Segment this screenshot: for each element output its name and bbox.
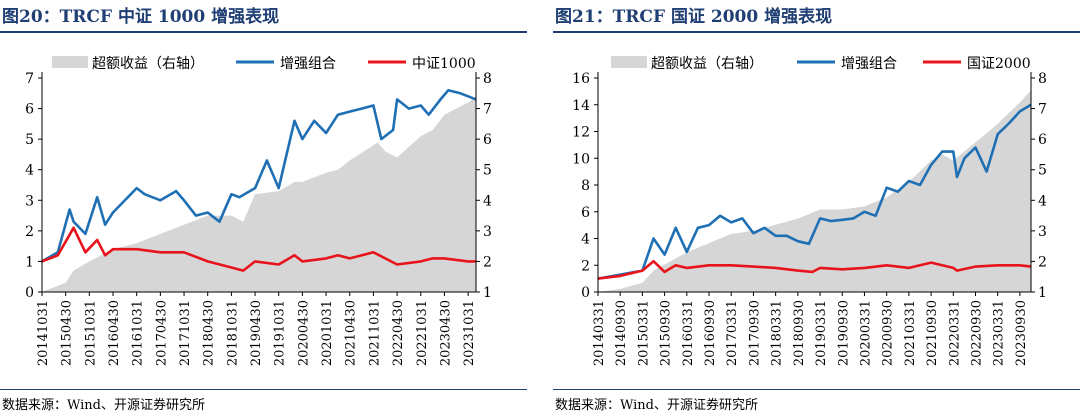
y-left-tick-label: 0 — [581, 285, 590, 301]
y-left-tick-label: 4 — [25, 163, 34, 179]
x-tick-label: 20180430 — [202, 300, 217, 366]
x-tick-label: 20190430 — [249, 300, 264, 366]
x-tick-label: 20140331 — [592, 300, 607, 366]
x-tick-label: 20140930 — [614, 300, 629, 366]
y-left-tick-label: 2 — [581, 258, 590, 274]
y-right-tick-label: 8 — [1038, 71, 1047, 87]
enhanced-portfolio-line — [597, 103, 1032, 280]
y-right-tick-label: 2 — [1038, 254, 1047, 270]
x-tick-label: 20220430 — [391, 300, 406, 366]
x-tick-label: 20221031 — [415, 300, 430, 366]
source-note: 数据来源：Wind、开源证券研究所 — [555, 398, 758, 413]
x-tick-label: 20220930 — [969, 300, 984, 366]
x-tick-label: 20181031 — [225, 300, 240, 366]
title-rule — [553, 31, 1080, 33]
y-left-tick-label: 7 — [25, 71, 34, 87]
x-tick-label: 20200331 — [858, 300, 873, 366]
y-left-tick-label: 2 — [25, 224, 34, 240]
excess-return-area — [598, 90, 1031, 292]
figure-title: 图20：TRCF 中证 1000 增强表现 — [2, 7, 280, 27]
chart-zz1000: 0 1 2 3 4 5 6 7 1 2 3 4 5 6 7 8 20141031 20150430 20151031… — [25, 56, 492, 366]
y-left-tick-label: 8 — [581, 178, 590, 194]
y-right-tick-label: 5 — [1038, 163, 1047, 179]
y-left-tick-label: 4 — [581, 232, 590, 248]
legend-label-red: 国证2000 — [967, 56, 1031, 72]
y-left-tick-label: 10 — [572, 151, 590, 167]
x-tick-label: 20191031 — [273, 300, 288, 366]
x-tick-label: 20161031 — [131, 300, 146, 366]
x-tick-label: 20200930 — [881, 300, 896, 366]
y-left-tick-label: 12 — [572, 125, 590, 141]
y-right-tick-label: 6 — [483, 132, 492, 148]
y-right-tick-label: 8 — [483, 71, 492, 87]
y-left-tick-label: 6 — [25, 102, 34, 118]
x-tick-label: 20150930 — [659, 300, 674, 366]
y-right-tick-label: 2 — [483, 254, 492, 270]
y-right-tick-label: 3 — [1038, 224, 1047, 240]
legend-label-blue: 增强组合 — [280, 56, 336, 72]
y-right-tick-label: 7 — [483, 102, 492, 118]
y-left-tick-label: 14 — [572, 98, 590, 114]
x-tick-label: 20180331 — [770, 300, 785, 366]
source-rule — [0, 389, 527, 390]
y-left-tick-label: 0 — [25, 285, 34, 301]
y-right-tick-label: 7 — [1038, 102, 1047, 118]
legend-swatch-area — [611, 56, 647, 68]
source-rule — [553, 389, 1080, 390]
x-tick-label: 20190331 — [814, 300, 829, 366]
x-tick-label: 20200430 — [296, 300, 311, 366]
x-tick-label: 20190930 — [836, 300, 851, 366]
y-right-tick-label: 4 — [483, 193, 492, 209]
enhanced-portfolio-line — [41, 88, 477, 263]
y-left-tick-label: 1 — [25, 254, 34, 270]
x-tick-label: 20231031 — [462, 300, 477, 366]
x-tick-label: 20170930 — [747, 300, 762, 366]
y-left-tick-label: 3 — [25, 193, 34, 209]
x-tick-label: 20211031 — [367, 300, 382, 366]
legend-swatch-area — [52, 56, 88, 68]
x-tick-label: 20160430 — [107, 300, 122, 366]
x-tick-label: 20151031 — [83, 300, 98, 366]
x-tick-label: 20210331 — [903, 300, 918, 366]
y-right-tick-label: 1 — [1038, 285, 1047, 301]
figure-title: 图21：TRCF 国证 2000 增强表现 — [555, 7, 833, 27]
x-tick-label: 20210430 — [344, 300, 359, 366]
x-tick-label: 20170331 — [725, 300, 740, 366]
excess-return-area — [42, 96, 476, 292]
title-rule — [0, 31, 527, 33]
y-right-tick-label: 4 — [1038, 193, 1047, 209]
legend-label-blue: 增强组合 — [841, 56, 897, 72]
y-left-tick-label: 16 — [572, 71, 590, 87]
x-tick-label: 20171031 — [178, 300, 193, 366]
x-tick-label: 20150331 — [636, 300, 651, 366]
benchmark-index-line — [41, 226, 476, 272]
source-note: 数据来源：Wind、开源证券研究所 — [2, 398, 205, 413]
x-tick-label: 20230930 — [1014, 300, 1029, 366]
y-right-tick-label: 1 — [483, 285, 492, 301]
legend-label-area: 超额收益（右轴） — [92, 56, 204, 72]
y-left-tick-label: 5 — [25, 132, 34, 148]
legend-label-area: 超额收益（右轴） — [651, 56, 763, 72]
y-right-tick-label: 3 — [483, 224, 492, 240]
x-tick-label: 20150430 — [60, 300, 75, 366]
x-tick-label: 20220331 — [947, 300, 962, 366]
x-tick-label: 20160930 — [703, 300, 718, 366]
x-tick-label: 20230430 — [438, 300, 453, 366]
x-tick-label: 20180930 — [792, 300, 807, 366]
y-right-tick-label: 6 — [1038, 132, 1047, 148]
y-right-tick-label: 5 — [483, 163, 492, 179]
x-tick-label: 20210930 — [925, 300, 940, 366]
figure-panel-21: 图21：TRCF 国证 2000 增强表现 0 2 4 6 8 10 12 14 16 1 2 3 4 5… — [553, 0, 1080, 420]
x-tick-label: 20170430 — [154, 300, 169, 366]
benchmark-index-line — [597, 259, 1032, 280]
x-tick-label: 20230331 — [992, 300, 1007, 366]
x-tick-label: 20201031 — [320, 300, 335, 366]
x-tick-label: 20141031 — [36, 300, 51, 366]
legend-label-red: 中证1000 — [412, 56, 476, 72]
x-tick-label: 20160331 — [681, 300, 696, 366]
figure-panel-20: 图20：TRCF 中证 1000 增强表现 0 1 2 3 4 5 6 7 1 2 3 4 5 6 7 8 20… — [0, 0, 527, 420]
y-left-tick-label: 6 — [581, 205, 590, 221]
